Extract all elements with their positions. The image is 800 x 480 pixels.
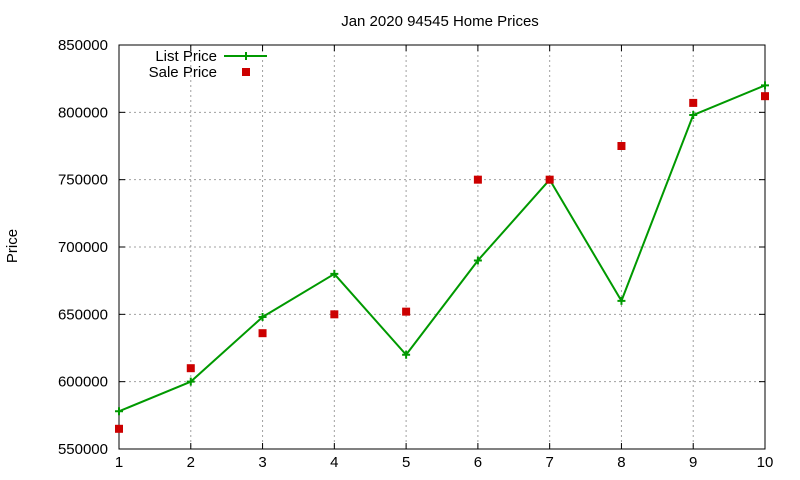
y-tick-label: 550000 xyxy=(58,441,108,458)
data-point-sale-price xyxy=(473,175,482,184)
series-list-price xyxy=(115,81,769,416)
series-line-list-price xyxy=(118,84,766,413)
legend-marker-list-price xyxy=(242,52,250,60)
x-tick-label: 2 xyxy=(187,454,195,471)
data-point-list-price xyxy=(473,256,482,265)
data-point-list-price xyxy=(761,81,769,90)
series xyxy=(115,81,769,433)
x-tick-label: 8 xyxy=(617,454,625,471)
data-point-sale-price xyxy=(330,310,339,319)
data-point-sale-price xyxy=(689,98,698,107)
chart-title: Jan 2020 94545 Home Prices xyxy=(341,13,539,30)
data-point-sale-price xyxy=(617,142,626,150)
data-point-sale-price xyxy=(402,307,411,316)
data-point-sale-price xyxy=(186,364,195,373)
x-tick-label: 5 xyxy=(402,454,410,471)
y-tick-label: 600000 xyxy=(58,374,108,391)
data-point-list-price xyxy=(186,377,195,386)
x-tick-label: 7 xyxy=(545,454,553,471)
data-point-list-price xyxy=(330,269,339,278)
x-tick-label: 3 xyxy=(258,454,266,471)
data-point-sale-price xyxy=(115,424,123,433)
x-tick-label: 4 xyxy=(330,454,338,471)
legend: List Price Sale Price xyxy=(149,48,267,81)
axis-ticks xyxy=(118,44,766,450)
y-tick-label: 650000 xyxy=(58,306,108,323)
data-point-list-price xyxy=(689,111,698,120)
y-tick-labels: 550000 600000 650000 700000 750000 800000 8500… xyxy=(58,37,108,458)
data-point-list-price xyxy=(258,313,267,322)
grid xyxy=(119,45,765,449)
x-tick-label: 6 xyxy=(474,454,482,471)
legend-marker-sale-price xyxy=(242,68,250,76)
data-point-sale-price xyxy=(545,175,554,184)
y-axis-label: Price xyxy=(4,229,21,263)
x-tick-labels: 1 2 3 4 5 6 7 8 9 10 xyxy=(115,454,774,471)
legend-label-list-price: List Price xyxy=(155,48,217,65)
y-tick-label: 800000 xyxy=(58,104,108,121)
data-point-sale-price xyxy=(761,92,769,101)
y-tick-label: 750000 xyxy=(58,172,108,189)
y-tick-label: 850000 xyxy=(58,37,108,54)
y-tick-label: 700000 xyxy=(58,239,108,256)
legend-label-sale-price: Sale Price xyxy=(149,64,217,81)
x-tick-label: 9 xyxy=(689,454,697,471)
x-tick-label: 10 xyxy=(757,454,774,471)
series-sale-price xyxy=(115,92,769,433)
data-point-list-price xyxy=(617,296,626,305)
x-tick-label: 1 xyxy=(115,454,123,471)
data-point-list-price xyxy=(402,350,411,359)
data-point-list-price xyxy=(115,407,123,416)
data-point-sale-price xyxy=(258,329,267,338)
